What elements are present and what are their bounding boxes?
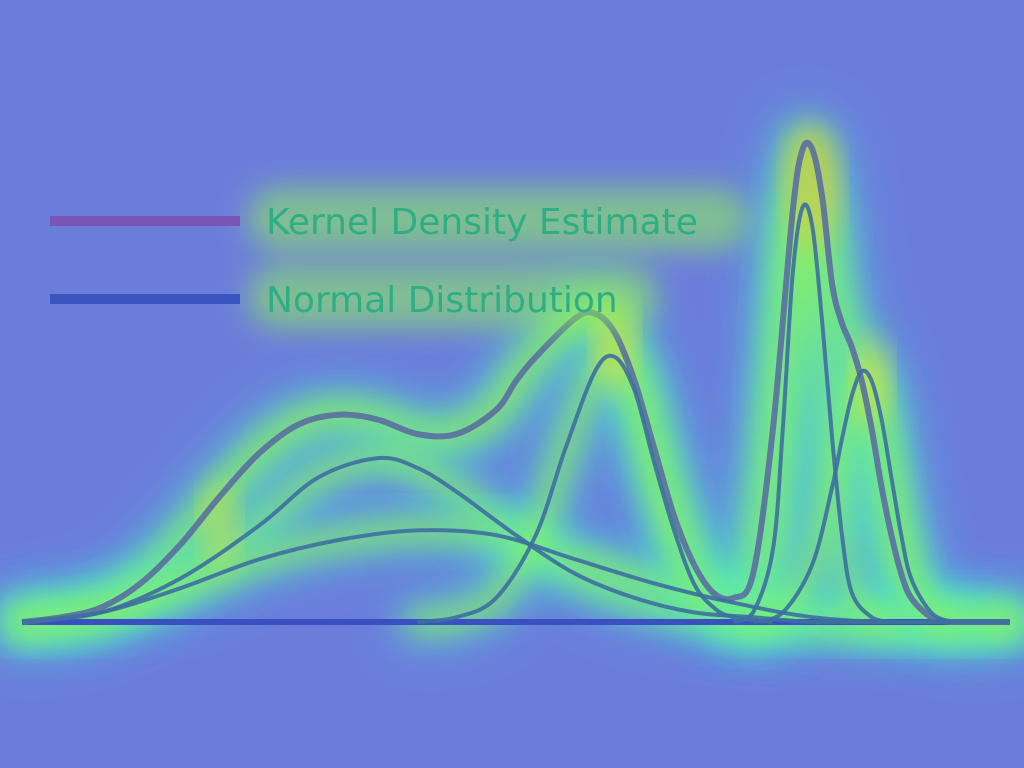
legend-label-1: Normal Distribution: [266, 280, 618, 321]
legend-glow-0: [248, 187, 748, 251]
kde-curve: [21, 139, 1010, 625]
legend-glow-1: [248, 265, 658, 329]
normal-component-curve-3: [416, 353, 774, 624]
legend-label-0: Kernel Density Estimate: [266, 202, 698, 243]
normal-component-curve-2: [21, 528, 1010, 624]
normal-component-curve-4: [732, 202, 892, 624]
normal-component-curve-1: [21, 455, 1010, 625]
legend: Kernel Density Estimate Normal Distributi…: [50, 187, 748, 329]
normal-component-curve-5: [752, 368, 952, 624]
series-lines-layer: [21, 139, 1010, 625]
